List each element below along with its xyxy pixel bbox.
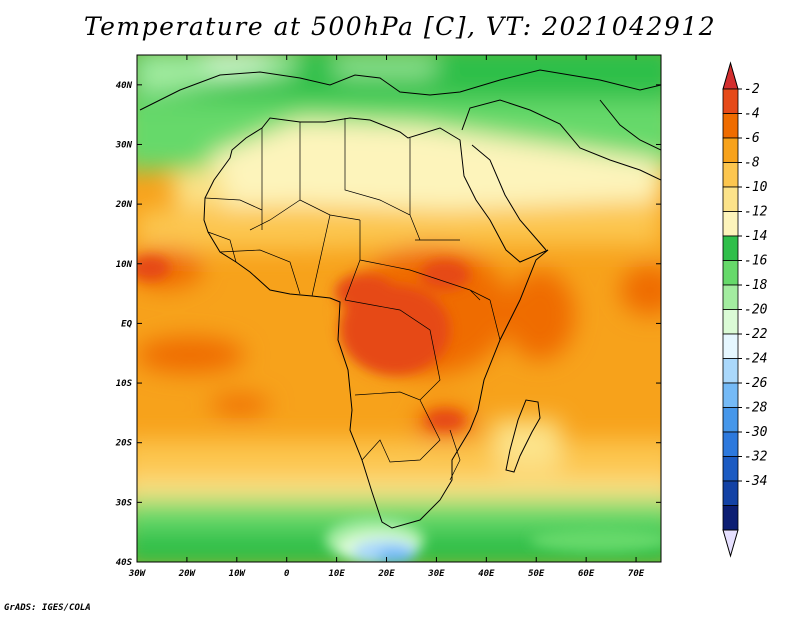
colorbar-swatch: [722, 186, 739, 212]
axis-ticks: 30W 20W 10W 0 10E 20E 30E 40E 50E 60E 70E 40N 30N 20N…: [115, 55, 661, 579]
colorbar-swatch: [722, 137, 739, 163]
colorbar-swatch: [722, 333, 739, 359]
y-tick-label: 30N: [115, 140, 133, 150]
x-tick-label: 20E: [377, 569, 395, 579]
colorbar-label: -2: [744, 82, 760, 97]
colorbar-label: -8: [744, 156, 760, 171]
colorbar-swatch: [722, 162, 739, 188]
coastlines: [139, 69, 661, 529]
colorbar-label: -16: [744, 254, 768, 269]
colorbar-swatch: [722, 480, 739, 506]
x-tick-label: 20W: [178, 569, 197, 579]
x-tick-label: 30E: [427, 569, 445, 579]
colorbar-swatch: [722, 211, 739, 237]
y-tick-label: 20N: [115, 200, 133, 210]
colorbar-label: -28: [744, 401, 768, 416]
y-tick-label: 40N: [116, 81, 133, 91]
colorbar-label: -10: [744, 180, 768, 195]
x-tick-label: 60E: [578, 569, 595, 579]
colorbar-label: -20: [744, 303, 768, 318]
colorbar-label: -22: [744, 327, 768, 342]
x-tick-label: 10E: [328, 569, 345, 579]
colorbar-swatch: [722, 358, 739, 384]
colorbar-bottom-arrow: [722, 529, 739, 558]
colorbar-top-arrow: [722, 61, 739, 90]
colorbar-label: -34: [744, 474, 767, 489]
x-tick-label: 40E: [478, 569, 495, 579]
credit-text: GrADS: IGES/COLA: [4, 603, 91, 613]
colorbar-swatch: [722, 505, 739, 531]
colorbar-swatch: [722, 260, 739, 286]
colorbar-swatch: [722, 88, 739, 114]
x-tick-label: 50E: [528, 569, 545, 579]
colorbar: -2 -4 -6 -8 -10 -12 -14 -16 -18 -20 -22 -24 -26 -28 -3…: [722, 61, 768, 558]
colorbar-swatch: [722, 113, 739, 139]
map-frame: [136, 54, 662, 563]
x-tick-label: 10W: [229, 569, 247, 579]
colorbar-swatch: [722, 431, 739, 457]
x-tick-label: 70E: [628, 569, 645, 579]
colorbar-label: -26: [744, 376, 768, 391]
colorbar-label: -6: [744, 131, 760, 146]
colorbar-swatch: [722, 284, 739, 310]
y-tick-label: 40S: [116, 558, 133, 568]
y-tick-label: 10N: [116, 260, 133, 270]
colorbar-label: -24: [744, 352, 767, 367]
colorbar-label: -32: [744, 450, 768, 465]
colorbar-swatch: [722, 456, 739, 482]
colorbar-label: -14: [744, 229, 767, 244]
colorbar-label: -4: [744, 107, 760, 122]
y-tick-label: 30S: [115, 498, 133, 508]
x-tick-label: 0: [284, 569, 290, 579]
colorbar-swatch: [722, 309, 739, 335]
colorbar-label: -30: [744, 425, 768, 440]
y-tick-label: 20S: [115, 439, 133, 449]
chart-title: Temperature at 500hPa [C], VT: 202104291…: [83, 12, 717, 41]
colorbar-swatch: [722, 235, 739, 261]
temperature-field: [137, 55, 661, 562]
colorbar-label: -18: [744, 278, 768, 293]
country-borders: [204, 118, 501, 481]
colorbar-swatch: [722, 382, 739, 408]
y-tick-label: EQ: [121, 319, 132, 329]
colorbar-swatch: [722, 407, 739, 433]
colorbar-label: -12: [744, 205, 768, 220]
y-tick-label: 10S: [116, 379, 133, 389]
x-tick-label: 30W: [128, 569, 147, 579]
